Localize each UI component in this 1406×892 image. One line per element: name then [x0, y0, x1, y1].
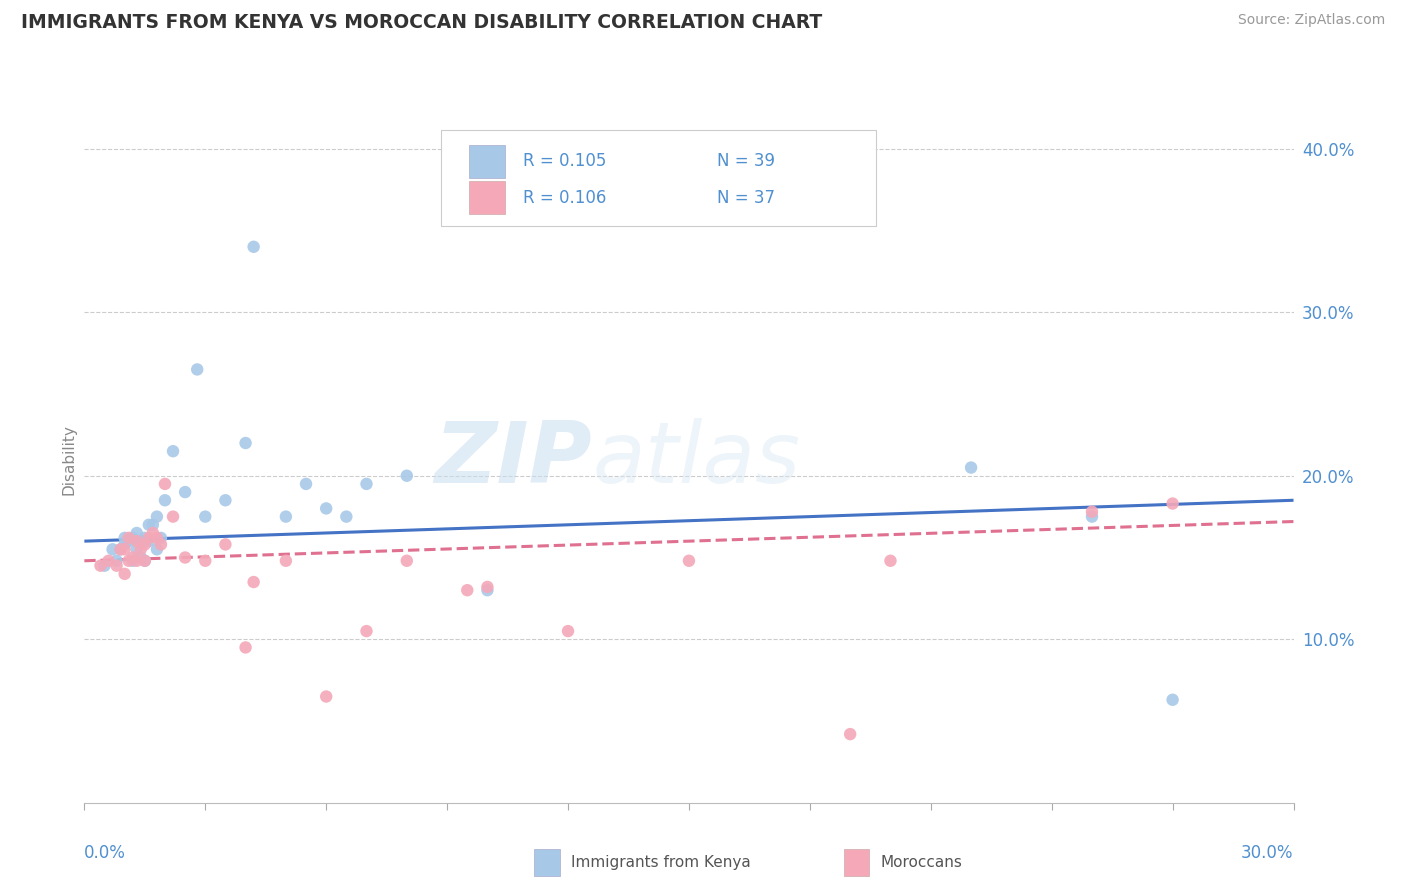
- Point: [242, 240, 264, 254]
- Point: [142, 526, 165, 541]
- Point: [121, 550, 143, 565]
- Point: [1161, 496, 1184, 510]
- Point: [315, 690, 337, 704]
- Point: [149, 537, 172, 551]
- Point: [114, 566, 136, 581]
- Point: [1081, 509, 1104, 524]
- Point: [174, 485, 197, 500]
- Point: [110, 542, 132, 557]
- Point: [194, 554, 217, 568]
- Point: [118, 554, 141, 568]
- Point: [456, 583, 478, 598]
- Point: [274, 554, 297, 568]
- Point: [105, 554, 128, 568]
- Point: [118, 534, 141, 549]
- Point: [477, 580, 499, 594]
- Point: [146, 542, 169, 557]
- Point: [125, 554, 148, 568]
- Text: 0.0%: 0.0%: [84, 844, 127, 862]
- Text: 30.0%: 30.0%: [1241, 844, 1294, 862]
- Text: R = 0.106: R = 0.106: [523, 189, 606, 207]
- Point: [557, 624, 579, 639]
- Point: [134, 537, 156, 551]
- Text: Immigrants from Kenya: Immigrants from Kenya: [571, 855, 751, 870]
- Point: [839, 727, 862, 741]
- Point: [101, 542, 124, 557]
- Point: [129, 542, 152, 557]
- Point: [162, 509, 184, 524]
- Point: [97, 554, 120, 568]
- Text: ZIP: ZIP: [434, 417, 592, 501]
- Point: [194, 509, 217, 524]
- Point: [274, 509, 297, 524]
- Point: [315, 501, 337, 516]
- Text: R = 0.105: R = 0.105: [523, 153, 606, 170]
- Point: [235, 436, 257, 450]
- Point: [1161, 692, 1184, 706]
- Point: [174, 550, 197, 565]
- Point: [114, 537, 136, 551]
- Point: [186, 362, 208, 376]
- Point: [235, 640, 257, 655]
- Point: [295, 477, 318, 491]
- Point: [134, 531, 156, 545]
- Point: [356, 624, 378, 639]
- Point: [960, 460, 983, 475]
- Point: [162, 444, 184, 458]
- Point: [142, 517, 165, 532]
- Text: Moroccans: Moroccans: [880, 855, 962, 870]
- Point: [153, 493, 176, 508]
- Point: [121, 554, 143, 568]
- Point: [89, 558, 111, 573]
- Point: [138, 534, 160, 549]
- Point: [214, 493, 236, 508]
- Point: [1081, 505, 1104, 519]
- Text: N = 37: N = 37: [717, 189, 775, 207]
- Point: [114, 542, 136, 557]
- Point: [134, 554, 156, 568]
- FancyBboxPatch shape: [441, 129, 876, 226]
- Point: [129, 550, 152, 565]
- Point: [125, 534, 148, 549]
- Point: [214, 537, 236, 551]
- Point: [138, 531, 160, 545]
- Point: [146, 509, 169, 524]
- Point: [114, 531, 136, 545]
- Point: [395, 468, 418, 483]
- Point: [335, 509, 357, 524]
- Point: [879, 554, 901, 568]
- Point: [105, 558, 128, 573]
- Point: [149, 531, 172, 545]
- Point: [146, 531, 169, 545]
- Point: [395, 554, 418, 568]
- FancyBboxPatch shape: [468, 145, 505, 178]
- Point: [129, 534, 152, 549]
- Point: [678, 554, 700, 568]
- Point: [153, 477, 176, 491]
- Text: atlas: atlas: [592, 417, 800, 501]
- Point: [134, 554, 156, 568]
- Y-axis label: Disability: Disability: [60, 424, 76, 495]
- Point: [242, 575, 264, 590]
- Point: [118, 531, 141, 545]
- Point: [125, 526, 148, 541]
- Point: [93, 558, 115, 573]
- Point: [121, 531, 143, 545]
- Point: [138, 517, 160, 532]
- Point: [125, 542, 148, 557]
- Text: IMMIGRANTS FROM KENYA VS MOROCCAN DISABILITY CORRELATION CHART: IMMIGRANTS FROM KENYA VS MOROCCAN DISABI…: [21, 13, 823, 32]
- Text: N = 39: N = 39: [717, 153, 775, 170]
- Point: [356, 477, 378, 491]
- FancyBboxPatch shape: [468, 181, 505, 214]
- Point: [477, 583, 499, 598]
- Text: Source: ZipAtlas.com: Source: ZipAtlas.com: [1237, 13, 1385, 28]
- Point: [110, 542, 132, 557]
